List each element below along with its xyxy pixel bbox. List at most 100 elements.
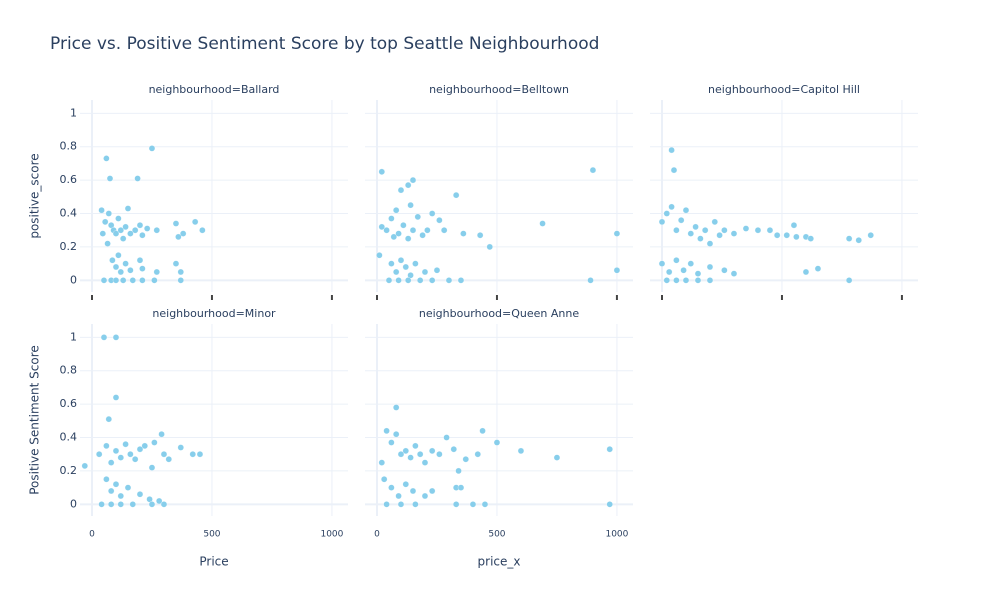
- point: [433, 267, 441, 274]
- point: [412, 260, 419, 267]
- point: [668, 203, 675, 211]
- point: [153, 227, 160, 234]
- point: [395, 492, 402, 500]
- point: [385, 277, 393, 284]
- point: [807, 235, 814, 242]
- point: [115, 252, 122, 259]
- point: [96, 451, 103, 458]
- point: [407, 454, 414, 461]
- point: [455, 467, 462, 475]
- point: [429, 447, 436, 455]
- y-tick-label: 0.4: [60, 431, 78, 444]
- point: [172, 220, 180, 227]
- point: [160, 451, 168, 458]
- point: [153, 268, 160, 276]
- point: [98, 207, 105, 214]
- panel-title: neighbourhood=Belltown: [429, 83, 569, 96]
- point: [127, 451, 134, 458]
- point: [402, 481, 409, 488]
- point: [122, 441, 129, 448]
- point: [417, 277, 424, 284]
- point: [108, 487, 115, 495]
- y-tick-label: 1: [70, 330, 77, 343]
- point: [378, 168, 385, 175]
- point: [148, 145, 156, 152]
- point: [103, 442, 110, 450]
- point: [378, 459, 385, 466]
- x-tick-label: 1000: [605, 530, 628, 540]
- point: [730, 230, 738, 237]
- point: [493, 439, 501, 446]
- point: [393, 431, 400, 438]
- point: [673, 277, 680, 284]
- point: [481, 501, 489, 508]
- point: [388, 439, 395, 446]
- chart-title: Price vs. Positive Sentiment Score by to…: [50, 34, 599, 54]
- x-axis-label: Price: [199, 555, 228, 569]
- point: [474, 451, 481, 458]
- point: [421, 492, 429, 500]
- x-axis-label: price_x: [478, 555, 521, 569]
- point: [397, 257, 405, 264]
- point: [790, 222, 798, 229]
- point: [144, 225, 151, 232]
- point: [390, 233, 397, 241]
- y-tick-label: 0.2: [60, 240, 78, 253]
- point: [663, 277, 670, 284]
- point: [122, 260, 129, 267]
- point: [105, 416, 112, 423]
- point: [139, 277, 146, 284]
- point: [419, 232, 426, 239]
- point: [393, 404, 400, 411]
- point: [132, 456, 139, 463]
- point: [397, 501, 405, 508]
- point: [407, 202, 414, 209]
- x-tick-label: 0: [374, 530, 380, 540]
- x-tick-label: 1000: [320, 530, 343, 540]
- point: [160, 501, 168, 508]
- point: [81, 462, 88, 470]
- point: [658, 218, 666, 226]
- point: [393, 268, 400, 276]
- point: [151, 439, 158, 446]
- point: [175, 233, 182, 241]
- point: [158, 431, 165, 438]
- point: [112, 447, 120, 455]
- point: [141, 442, 148, 450]
- point: [421, 459, 429, 466]
- point: [855, 237, 862, 244]
- point: [156, 497, 163, 505]
- point: [694, 277, 702, 284]
- point: [397, 187, 405, 194]
- point: [845, 277, 853, 284]
- point: [486, 243, 493, 251]
- point: [412, 442, 419, 450]
- panel-title: neighbourhood=Ballard: [149, 83, 280, 96]
- point: [443, 434, 450, 441]
- point: [417, 451, 424, 458]
- point: [469, 501, 477, 508]
- point: [783, 232, 790, 239]
- point: [716, 232, 723, 239]
- point: [462, 456, 469, 463]
- point: [687, 230, 694, 237]
- point: [742, 225, 750, 232]
- point: [587, 277, 594, 284]
- panel-title: neighbourhood=Capitol Hill: [708, 83, 860, 96]
- point: [189, 451, 196, 458]
- point: [429, 487, 436, 495]
- point: [706, 240, 714, 247]
- point: [457, 277, 465, 284]
- point: [793, 233, 800, 241]
- point: [692, 223, 699, 231]
- point: [845, 235, 853, 242]
- point: [721, 227, 728, 234]
- point: [730, 270, 738, 277]
- point: [658, 260, 666, 267]
- point: [429, 277, 436, 284]
- point: [112, 263, 120, 271]
- panel-title: neighbourhood=Minor: [152, 307, 276, 320]
- point: [199, 227, 206, 234]
- point: [117, 501, 124, 508]
